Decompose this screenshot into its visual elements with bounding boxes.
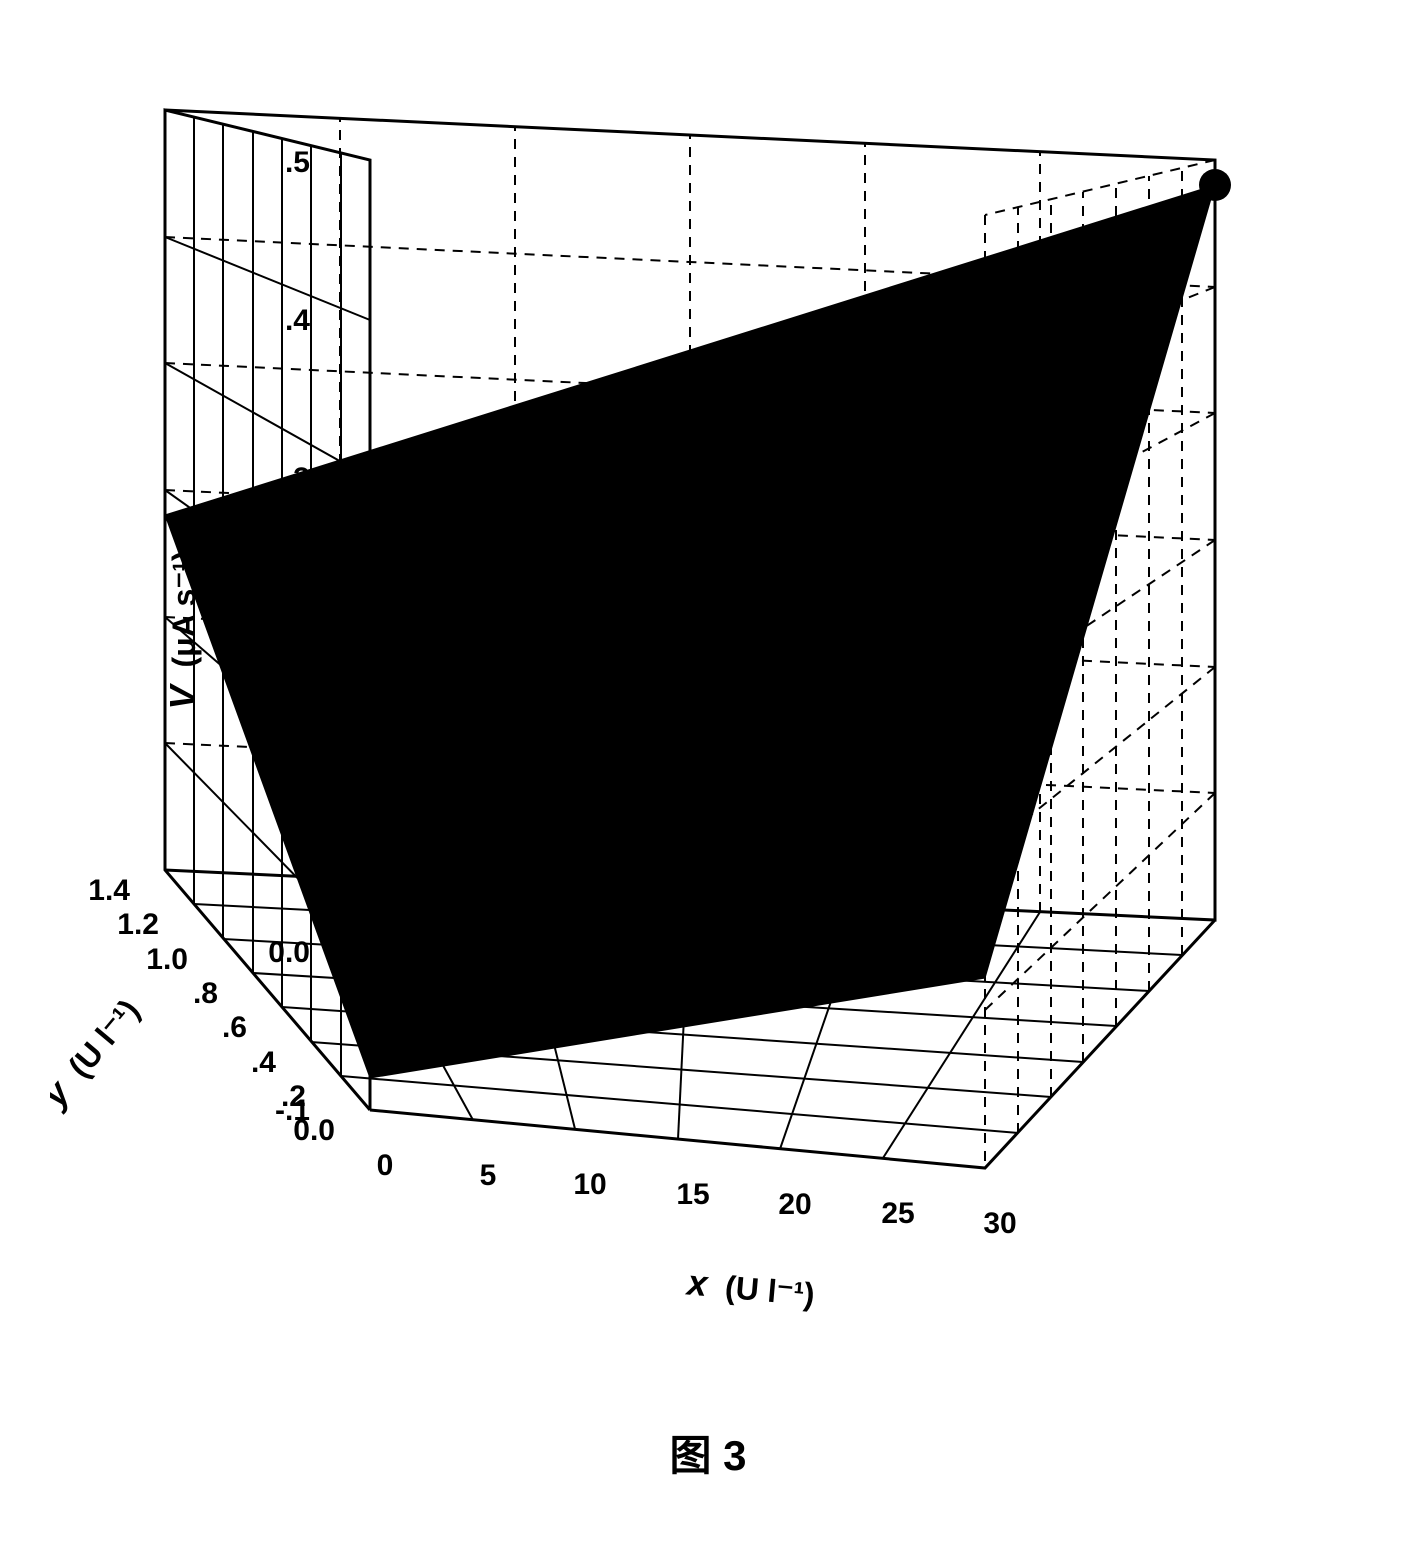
x-tick-3: 15 bbox=[676, 1178, 709, 1211]
y-axis-label: y (U l⁻¹) bbox=[50, 990, 147, 1116]
figure-caption: 图 3 bbox=[669, 1422, 746, 1483]
y-tick-0: 0.0 bbox=[293, 1114, 335, 1147]
svg-text:y (U l⁻¹): y (U l⁻¹) bbox=[50, 990, 147, 1116]
y-tick-6: 1.2 bbox=[117, 908, 159, 941]
chart-3d-svg: -.1 0.0 .1 .2 .3 .4 .5 bbox=[50, 50, 1366, 1350]
z-tick-5: .4 bbox=[285, 304, 310, 337]
z-tick-6: .5 bbox=[285, 146, 310, 179]
y-tick-7: 1.4 bbox=[88, 874, 130, 907]
x-tick-0: 0 bbox=[377, 1149, 394, 1182]
y-tick-1: .2 bbox=[281, 1080, 306, 1113]
x-tick-4: 20 bbox=[778, 1188, 811, 1221]
y-tick-3: .6 bbox=[222, 1011, 247, 1044]
x-axis-label: x (U l⁻¹) bbox=[684, 1261, 817, 1313]
x-tick-6: 30 bbox=[983, 1207, 1016, 1240]
x-tick-1: 5 bbox=[480, 1159, 497, 1192]
y-tick-4: .8 bbox=[193, 977, 218, 1010]
svg-text:x (U l⁻¹): x (U l⁻¹) bbox=[684, 1261, 817, 1313]
y-tick-5: 1.0 bbox=[146, 943, 188, 976]
x-tick-2: 10 bbox=[573, 1168, 606, 1201]
x-tick-5: 25 bbox=[881, 1197, 914, 1230]
data-marker bbox=[1199, 169, 1231, 201]
y-tick-2: .4 bbox=[251, 1046, 276, 1079]
chart-container: -.1 0.0 .1 .2 .3 .4 .5 bbox=[50, 50, 1366, 1350]
